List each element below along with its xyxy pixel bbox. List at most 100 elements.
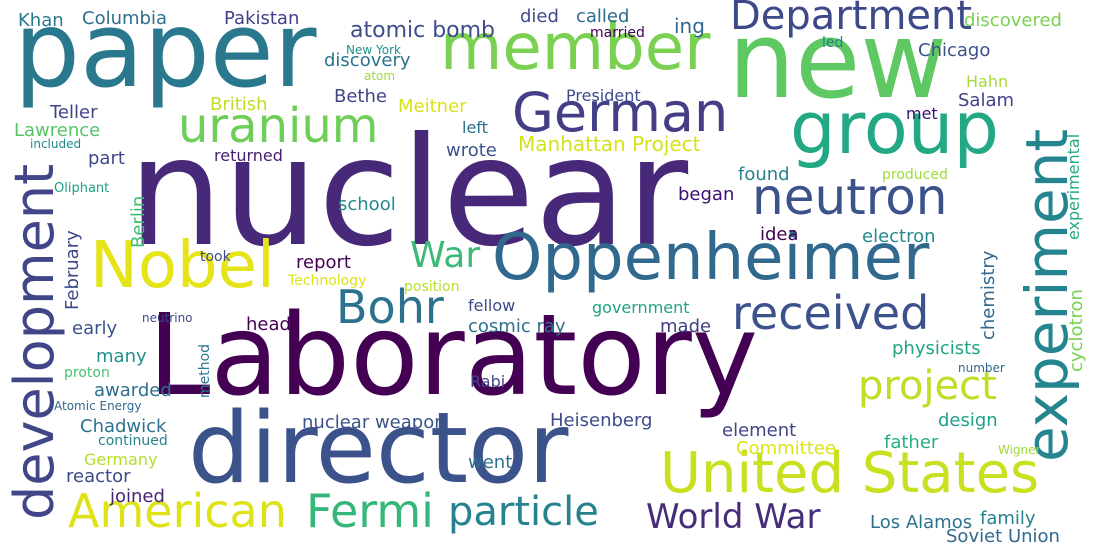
word-hahn: Hahn (966, 72, 1009, 91)
word-heisenberg: Heisenberg (550, 410, 653, 431)
word-proton: proton (64, 365, 110, 381)
word-physicists: physicists (892, 338, 981, 359)
word-teller: Teller (50, 102, 98, 123)
word-many: many (96, 346, 147, 367)
word-called: called (576, 6, 630, 27)
word-number: number (958, 361, 1005, 375)
word-columbia: Columbia (82, 8, 167, 29)
word-took: took (200, 249, 231, 265)
word-united-states: United States (660, 441, 1040, 506)
word-new-york: New York (346, 43, 401, 57)
word-british: British (210, 94, 268, 115)
word-development: development (3, 163, 66, 520)
word-school: school (338, 194, 396, 215)
word-position: position (404, 279, 460, 295)
word-department: Department (730, 0, 973, 39)
word-design: design (938, 410, 998, 431)
word-khan: Khan (18, 10, 64, 31)
word-cyclotron: cyclotron (1066, 289, 1087, 372)
word-bethe: Bethe (334, 86, 387, 107)
word-made: made (660, 316, 712, 337)
word-manhattan-project: Manhattan Project (518, 132, 701, 156)
word-meitner: Meitner (398, 96, 467, 117)
word-fellow: fellow (468, 296, 516, 315)
word-electron: electron (862, 226, 936, 247)
word-world-war: World War (646, 497, 821, 537)
word-war: War (410, 235, 481, 276)
word-salam: Salam (958, 90, 1015, 111)
word-family: family (980, 508, 1036, 529)
word-early: early (72, 318, 118, 339)
word-february: February (62, 230, 83, 310)
word-atomic-bomb: atomic bomb (350, 18, 496, 43)
word-president: President (566, 86, 641, 105)
word-soviet-union: Soviet Union (946, 526, 1060, 547)
word-nuclear: nuclear (128, 106, 689, 280)
word-technology: Technology (288, 273, 367, 289)
word-los-alamos: Los Alamos (870, 512, 973, 533)
word-director: director (188, 392, 569, 506)
word-found: found (738, 164, 790, 185)
word-reactor: reactor (66, 466, 131, 487)
word-part: part (88, 148, 125, 169)
word-german: German (512, 81, 729, 144)
word-fermi: Fermi (306, 484, 434, 538)
word-method: method (197, 343, 213, 398)
word-joined: joined (110, 486, 165, 507)
word-nuclear-weapon: nuclear weapon (302, 412, 446, 433)
word-oppenheimer: Oppenheimer (492, 221, 930, 295)
word-berlin: Berlin (128, 195, 149, 248)
word-neutrino: neutrino (142, 311, 193, 325)
word-neutron: neutron (752, 168, 948, 226)
word-father: father (884, 432, 939, 453)
word-chicago: Chicago (918, 40, 991, 61)
word-atomic-energy: Atomic Energy (54, 399, 142, 413)
word-awarded: awarded (94, 380, 172, 401)
word-idea: idea (760, 224, 799, 245)
word-lawrence: Lawrence (14, 120, 101, 141)
word-discovered: discovered (964, 10, 1062, 31)
word-group: group (790, 86, 1000, 170)
word-went: went (468, 452, 513, 473)
word-oliphant: Oliphant (54, 181, 110, 196)
word-uranium: uranium (178, 98, 379, 154)
word-experimental: experimental (1064, 133, 1083, 240)
word-germany: Germany (84, 450, 158, 469)
word-bohr: Bohr (336, 280, 444, 334)
word-particle: particle (448, 489, 599, 535)
word-committee: Committee (736, 438, 836, 459)
word-discovery: discovery (324, 50, 411, 71)
word-met: met (906, 104, 938, 123)
word-project: project (858, 363, 997, 409)
word-element: element (722, 420, 797, 441)
word-left: left (462, 118, 488, 137)
word-received: received (732, 286, 930, 340)
word-returned: returned (214, 146, 283, 165)
word-produced: produced (882, 167, 948, 183)
word-laboratory: Laboratory (148, 291, 759, 421)
word-chadwick: Chadwick (80, 416, 167, 437)
word-report: report (296, 252, 351, 273)
word-nobel: Nobel (90, 229, 275, 303)
word-pakistan: Pakistan (224, 8, 300, 29)
word-chemistry: chemistry (978, 250, 999, 340)
word-wrote: wrote (446, 140, 497, 161)
word-married: married (590, 25, 645, 41)
word-died: died (520, 6, 559, 27)
word-included: included (30, 137, 82, 151)
word-wigner: Wigner (998, 443, 1041, 457)
word-american: American (68, 484, 287, 538)
word-ing: ing (674, 14, 705, 38)
word-continued: continued (98, 433, 168, 449)
word-member: member (440, 11, 711, 85)
word-atom: atom (364, 69, 396, 83)
word-government: government (592, 298, 690, 317)
word-led: led (822, 35, 844, 51)
word-rabi: Rabi (470, 372, 506, 391)
word-head: head (246, 314, 291, 335)
word-cosmic-ray: cosmic ray (468, 316, 566, 337)
word-new: new (728, 0, 948, 122)
word-paper: paper (14, 0, 317, 111)
word-began: began (678, 184, 735, 205)
